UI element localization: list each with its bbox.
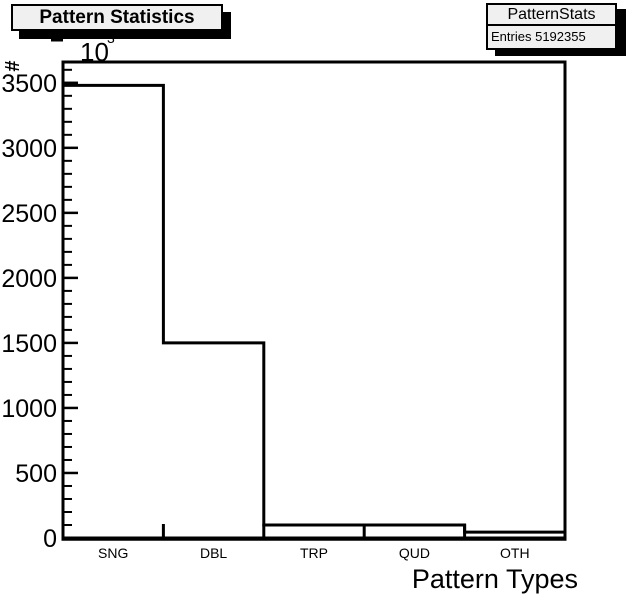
- y-axis-tick-label: 1000: [1, 395, 57, 423]
- stats-box: PatternStats Entries 5192355: [486, 3, 617, 50]
- y-axis-tick-label: 2000: [1, 265, 57, 293]
- y-axis-tick-label: 3000: [1, 135, 57, 163]
- chart-title: Pattern Statistics: [39, 6, 195, 28]
- plot-frame: [61, 60, 567, 540]
- x-axis-title: Pattern Types: [412, 564, 578, 594]
- x-category-label: OTH: [500, 545, 530, 561]
- x-category-label: DBL: [200, 545, 227, 561]
- y-axis-title: #: [2, 60, 24, 71]
- stats-entries-value: 5192355: [535, 29, 586, 44]
- stats-entries-row: Entries 5192355: [488, 26, 615, 48]
- chart-title-pave: Pattern Statistics: [11, 4, 223, 31]
- stats-entries-label: Entries: [491, 29, 532, 44]
- axis-multiplier-base: 10: [80, 37, 109, 67]
- x-category-label: QUD: [399, 545, 430, 561]
- y-axis-tick-label: 3500: [1, 70, 57, 98]
- axis-multiplier-dash: [51, 38, 63, 42]
- stats-box-title: PatternStats: [488, 5, 615, 26]
- y-axis-tick-label: 0: [43, 525, 57, 553]
- x-category-label: TRP: [300, 545, 328, 561]
- y-axis-tick-label: 1500: [1, 330, 57, 358]
- y-axis-tick-label: 500: [15, 460, 57, 488]
- y-axis-tick-label: 2500: [1, 200, 57, 228]
- x-category-label: SNG: [98, 545, 128, 561]
- axis-multiplier-exponent: 3: [107, 30, 115, 46]
- histogram-outline: [61, 83, 567, 538]
